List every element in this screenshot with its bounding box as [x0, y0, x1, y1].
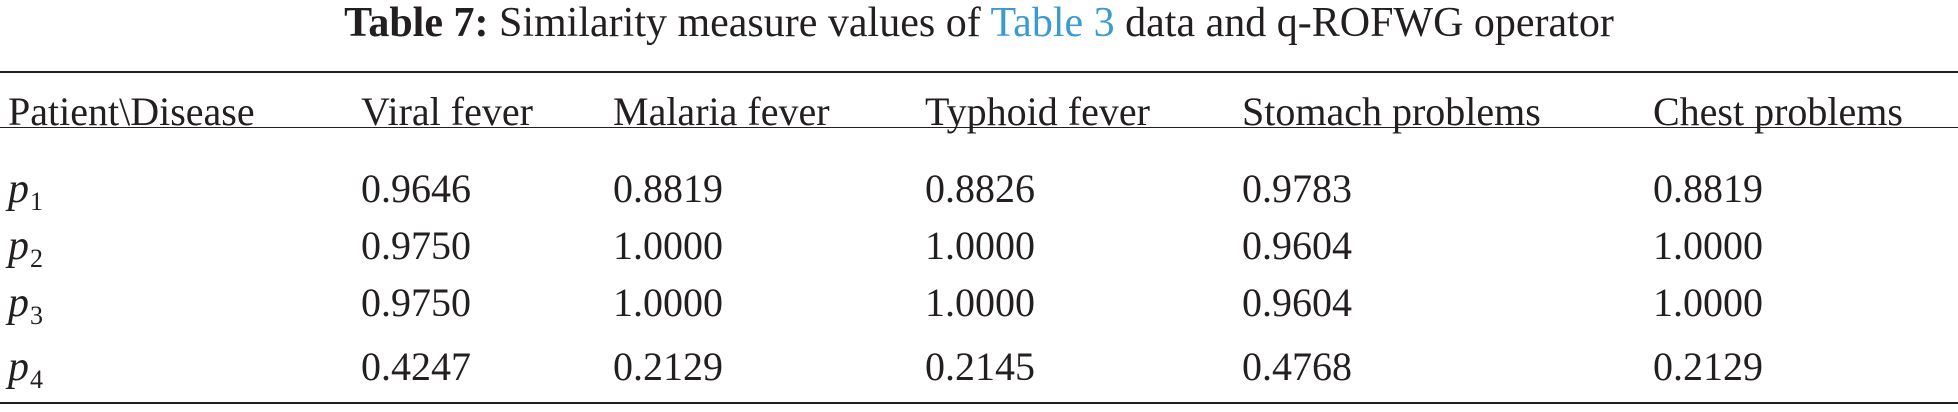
table-top-rule	[0, 71, 1958, 73]
table-header-rule	[0, 127, 1958, 128]
table-cell: 1.0000	[925, 280, 1035, 325]
column-header-patient-disease: Patient\Disease	[8, 89, 255, 134]
table-cell: 0.4247	[361, 344, 471, 389]
table-cell: 0.9783	[1242, 166, 1352, 211]
column-header-chest-problems: Chest problems	[1653, 89, 1903, 134]
table-cell: 0.9604	[1242, 223, 1352, 268]
row-label-patient: p4	[8, 344, 43, 394]
table-cell: 0.9750	[361, 280, 471, 325]
caption-text-before: Similarity measure values of	[498, 0, 981, 46]
table-cell: 0.2129	[613, 344, 723, 389]
column-header-malaria-fever: Malaria fever	[613, 89, 830, 134]
row-label-patient: p2	[8, 223, 43, 273]
table-cell: 0.8819	[1653, 166, 1763, 211]
column-header-typhoid-fever: Typhoid fever	[925, 89, 1150, 134]
caption-text-after: data and q-ROFWG operator	[1125, 0, 1614, 46]
row-label-patient: p3	[8, 280, 43, 330]
table-label: Table 7:	[344, 0, 489, 46]
table-cell: 1.0000	[613, 223, 723, 268]
table-cell: 0.9646	[361, 166, 471, 211]
column-header-stomach-problems: Stomach problems	[1242, 89, 1541, 134]
row-label-patient: p1	[8, 166, 43, 216]
table-reference-link[interactable]: Table 3	[990, 0, 1115, 46]
table-cell: 1.0000	[925, 223, 1035, 268]
table-cell: 0.8826	[925, 166, 1035, 211]
table-cell: 0.8819	[613, 166, 723, 211]
table-cell: 1.0000	[1653, 223, 1763, 268]
table-cell: 0.2145	[925, 344, 1035, 389]
table-cell: 0.4768	[1242, 344, 1352, 389]
table-cell: 0.9750	[361, 223, 471, 268]
table-cell: 1.0000	[613, 280, 723, 325]
table-cell: 1.0000	[1653, 280, 1763, 325]
table-cell: 0.9604	[1242, 280, 1352, 325]
table-bottom-rule	[0, 402, 1958, 404]
column-header-viral-fever: Viral fever	[361, 89, 533, 134]
table-caption: Table 7: Similarity measure values of Ta…	[0, 0, 1958, 46]
table-cell: 0.2129	[1653, 344, 1763, 389]
